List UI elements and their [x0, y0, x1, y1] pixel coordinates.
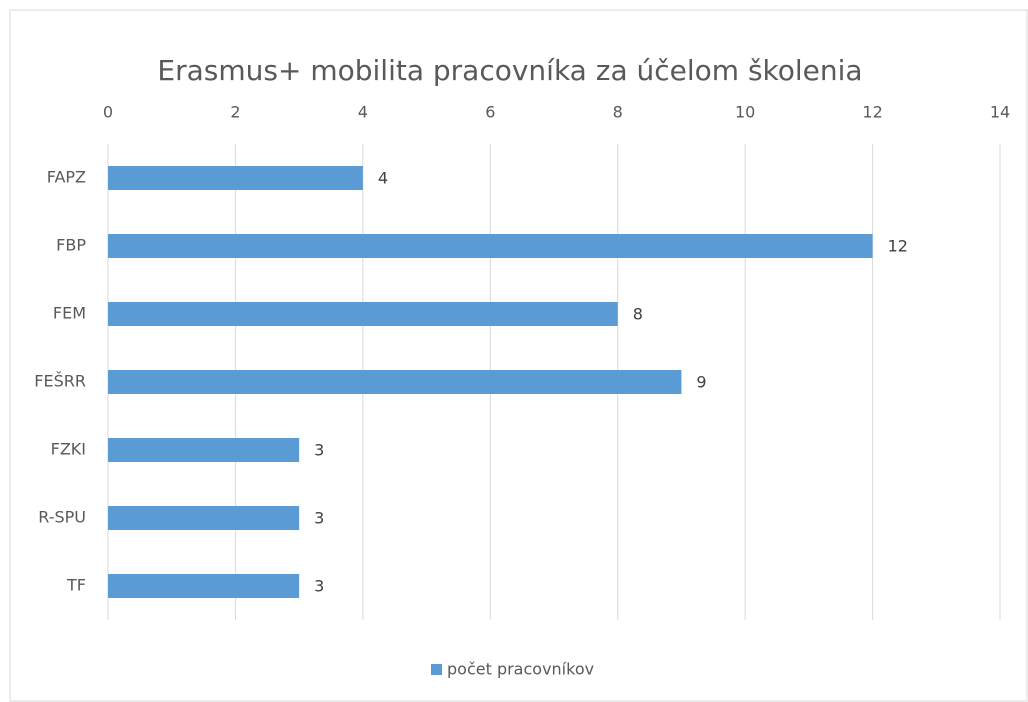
legend-label: počet pracovníkov — [447, 660, 594, 679]
y-tick-label: FAPZ — [47, 168, 86, 187]
data-label: 3 — [314, 441, 324, 460]
data-label: 12 — [888, 237, 908, 256]
data-label: 3 — [314, 509, 324, 528]
legend-swatch — [431, 664, 442, 675]
bar — [108, 438, 300, 462]
x-tick-label: 6 — [485, 103, 495, 122]
y-tick-label: FEŠRR — [34, 372, 86, 391]
data-label: 4 — [378, 169, 388, 188]
y-tick-label: R-SPU — [38, 508, 86, 527]
chart-title: Erasmus+ mobilita pracovníka za účelom š… — [157, 54, 862, 87]
y-tick-label: FEM — [53, 304, 86, 323]
x-tick-label: 10 — [735, 103, 755, 122]
bar — [108, 370, 682, 394]
y-tick-label: TF — [66, 576, 86, 595]
bar — [108, 166, 363, 190]
bar — [108, 506, 300, 530]
y-tick-label: FBP — [56, 236, 86, 255]
data-label: 9 — [696, 373, 706, 392]
x-tick-label: 0 — [103, 103, 113, 122]
bar — [108, 234, 873, 258]
x-tick-label: 12 — [862, 103, 882, 122]
y-tick-label: FZKI — [51, 440, 86, 459]
x-tick-label: 14 — [990, 103, 1010, 122]
data-label: 3 — [314, 577, 324, 596]
x-tick-label: 2 — [230, 103, 240, 122]
x-tick-label: 4 — [358, 103, 368, 122]
bar — [108, 302, 618, 326]
data-label: 8 — [633, 305, 643, 324]
x-tick-label: 8 — [613, 103, 623, 122]
bar — [108, 574, 300, 598]
